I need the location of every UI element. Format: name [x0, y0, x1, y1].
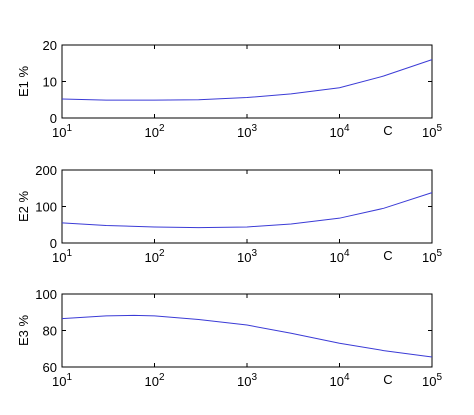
- x-tick-label: 101: [52, 248, 72, 265]
- x-axis-label: C: [383, 372, 392, 387]
- x-tick-label: 105: [422, 372, 442, 389]
- line: [61, 314, 433, 358]
- y-tick-label: 10: [43, 75, 57, 90]
- x-tick-label: 102: [144, 123, 164, 140]
- y-axis-label: E1 %: [16, 66, 31, 98]
- y-tick-label: 20: [43, 38, 57, 53]
- x-tick-label: 101: [52, 372, 72, 389]
- axes-box: [61, 44, 433, 119]
- y-tick-label: 80: [43, 324, 57, 339]
- x-axis-label: C: [383, 123, 392, 138]
- x-tick-label: 104: [329, 372, 349, 389]
- x-tick-label: 102: [144, 372, 164, 389]
- axes-box: [61, 169, 433, 244]
- x-tick-label: 105: [422, 248, 442, 265]
- y-tick-label: 100: [35, 200, 57, 215]
- y-axis-label: E3 %: [16, 315, 31, 347]
- x-tick-label: 104: [329, 123, 349, 140]
- axes-box: [61, 293, 433, 368]
- y-tick-label: 60: [43, 360, 57, 375]
- x-tick-label: 101: [52, 123, 72, 140]
- x-axis-label: C: [383, 248, 392, 263]
- x-tick-label: 103: [237, 372, 257, 389]
- x-tick-label: 103: [237, 123, 257, 140]
- y-axis-label: E2 %: [16, 191, 31, 223]
- y-tick-label: 0: [50, 236, 57, 251]
- line: [61, 192, 433, 229]
- x-tick-label: 105: [422, 123, 442, 140]
- x-tick-label: 103: [237, 248, 257, 265]
- x-tick-label: 104: [329, 248, 349, 265]
- y-tick-label: 200: [35, 163, 57, 178]
- y-tick-label: 0: [50, 111, 57, 126]
- x-tick-label: 102: [144, 248, 164, 265]
- line: [61, 59, 433, 101]
- y-tick-label: 100: [35, 287, 57, 302]
